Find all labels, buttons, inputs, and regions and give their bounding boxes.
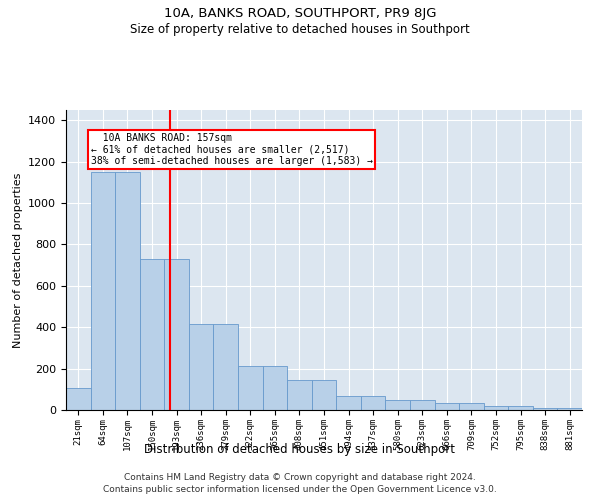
Bar bbox=[312, 380, 336, 410]
Bar bbox=[385, 400, 410, 410]
Bar bbox=[410, 400, 434, 410]
Text: Contains public sector information licensed under the Open Government Licence v3: Contains public sector information licen… bbox=[103, 485, 497, 494]
Bar bbox=[336, 396, 361, 410]
Bar bbox=[557, 408, 582, 410]
Bar bbox=[459, 404, 484, 410]
Bar bbox=[140, 259, 164, 410]
Bar bbox=[484, 406, 508, 410]
Text: 10A, BANKS ROAD, SOUTHPORT, PR9 8JG: 10A, BANKS ROAD, SOUTHPORT, PR9 8JG bbox=[164, 8, 436, 20]
Bar bbox=[263, 366, 287, 410]
Bar bbox=[164, 259, 189, 410]
Text: Size of property relative to detached houses in Southport: Size of property relative to detached ho… bbox=[130, 22, 470, 36]
Bar bbox=[434, 404, 459, 410]
Text: 10A BANKS ROAD: 157sqm  
← 61% of detached houses are smaller (2,517)
38% of sem: 10A BANKS ROAD: 157sqm ← 61% of detached… bbox=[91, 133, 373, 166]
Bar bbox=[214, 324, 238, 410]
Y-axis label: Number of detached properties: Number of detached properties bbox=[13, 172, 23, 348]
Bar bbox=[66, 388, 91, 410]
Bar bbox=[115, 172, 140, 410]
Text: Contains HM Land Registry data © Crown copyright and database right 2024.: Contains HM Land Registry data © Crown c… bbox=[124, 472, 476, 482]
Bar bbox=[508, 406, 533, 410]
Bar bbox=[361, 396, 385, 410]
Bar bbox=[238, 366, 263, 410]
Bar bbox=[287, 380, 312, 410]
Bar bbox=[91, 172, 115, 410]
Bar bbox=[189, 324, 214, 410]
Text: Distribution of detached houses by size in Southport: Distribution of detached houses by size … bbox=[145, 442, 455, 456]
Bar bbox=[533, 408, 557, 410]
